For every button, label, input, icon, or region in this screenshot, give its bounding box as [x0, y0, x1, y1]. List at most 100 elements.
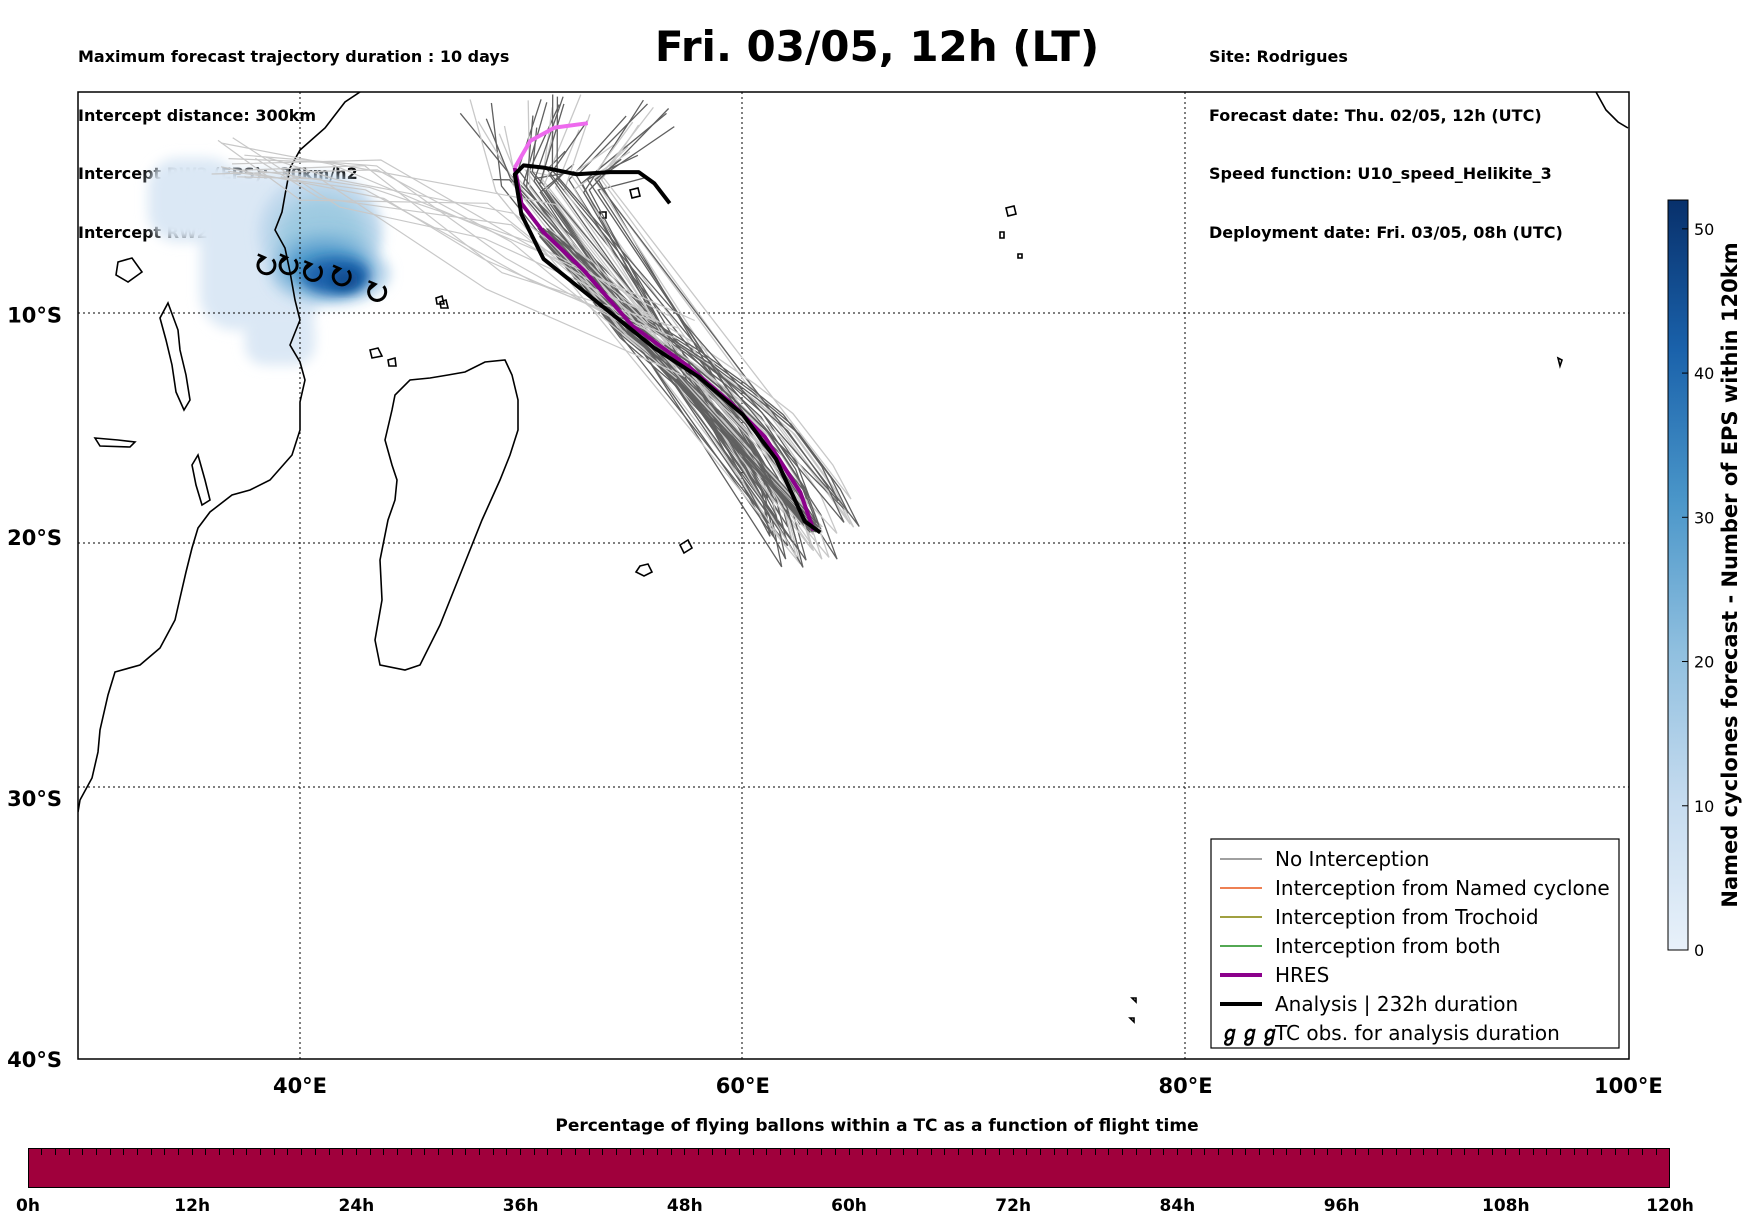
tc-obs-marker-1: [278, 253, 299, 276]
timebar-tick: [574, 1149, 576, 1155]
timebar-tick: [547, 1149, 549, 1155]
timebar-tick: [410, 1149, 412, 1155]
legend-label-5: Analysis | 232h duration: [1275, 992, 1518, 1016]
lon-tick-label-2: 80°E: [1159, 1074, 1213, 1098]
analysis-track: [512, 163, 822, 535]
timebar-tick: [1094, 1149, 1096, 1155]
timebar-tick: [1560, 1149, 1562, 1155]
hres-track-layer: [512, 121, 816, 531]
tc-obs-layer: [256, 253, 388, 302]
colorbar-title: Named cyclones forecast - Number of EPS …: [1718, 242, 1742, 907]
timebar-tick: [1122, 1149, 1124, 1155]
legend-tc-obs-icon: ℊℊℊ: [1220, 1021, 1280, 1046]
timebar-tick: [588, 1149, 590, 1155]
timebar-tick: [533, 1149, 535, 1155]
ensemble-track: [533, 96, 811, 532]
timebar-tick: [479, 1149, 481, 1155]
islands-east: [1128, 92, 1629, 1024]
timebar-label-1: 12h: [174, 1196, 211, 1216]
timebar-tick: [178, 1149, 180, 1155]
colorbar-tick-label-2: 20: [1694, 653, 1714, 672]
timebar-tick: [1505, 1149, 1507, 1155]
timebar-tick: [807, 1149, 809, 1155]
graticule: [78, 92, 1629, 1059]
timebar-tick: [1149, 1149, 1151, 1155]
colorbar-tick-label-4: 40: [1694, 364, 1714, 383]
ensemble-track: [241, 164, 679, 329]
timebar-tick: [1518, 1149, 1520, 1155]
timebar-tick: [1436, 1149, 1438, 1155]
timebar-tick: [109, 1149, 111, 1155]
lake-rukwa: [93, 437, 137, 448]
colorbar-gradient: [1667, 199, 1689, 951]
header-right: Site: Rodrigues Forecast date: Thu. 02/0…: [1209, 8, 1563, 262]
lake-victoria: [115, 257, 144, 283]
map-title: Fri. 03/05, 12h (LT): [654, 22, 1100, 71]
timebar-tick: [1204, 1149, 1206, 1155]
timebar-tick: [328, 1149, 330, 1155]
timebar-tick: [520, 1149, 522, 1155]
timebar-tick: [944, 1149, 946, 1155]
timebar-tick: [219, 1149, 221, 1155]
tc-obs-marker-0: [256, 253, 277, 276]
timebar-tick: [1163, 1149, 1165, 1155]
timebar-label-6: 72h: [995, 1196, 1032, 1216]
timebar-tick: [821, 1149, 823, 1155]
timebar-tick: [602, 1149, 604, 1155]
timebar-tick: [465, 1149, 467, 1155]
timebar-tick: [1368, 1149, 1370, 1155]
header-line-duration: Maximum forecast trajectory duration : 1…: [78, 47, 510, 66]
timebar-tick: [314, 1149, 316, 1155]
timebar-tick: [68, 1149, 70, 1155]
timebar-tick: [1300, 1149, 1302, 1155]
timebar-label-7: 84h: [1159, 1196, 1196, 1216]
timebar-tick: [985, 1149, 987, 1155]
colorbar-tick-label-0: 0: [1694, 941, 1704, 960]
legend-box: [1210, 838, 1620, 1049]
timebar-tick: [1286, 1149, 1288, 1155]
timebar-tick: [123, 1149, 125, 1155]
timebar-tick: [301, 1149, 303, 1155]
timebar-tick: [1327, 1149, 1329, 1155]
timebar-tick: [492, 1149, 494, 1155]
timebar-tick: [451, 1149, 453, 1155]
timebar-tick: [1272, 1149, 1274, 1155]
ensemble-track: [211, 169, 677, 380]
legend-label-6: TC obs. for analysis duration: [1274, 1021, 1560, 1045]
legend-label-3: Interception from both: [1275, 934, 1501, 958]
lat-tick-label-3: 40°S: [7, 1048, 62, 1072]
timebar-tick: [191, 1149, 193, 1155]
seychelles: [435, 294, 450, 309]
ensemble-track: [237, 176, 686, 378]
timebar-tick: [957, 1149, 959, 1155]
timebar-tick: [1546, 1149, 1548, 1155]
density-colorbar: 0 10 20 30 40 50 Named cyclones forecast - Nu…: [1667, 199, 1742, 960]
timebar-tick: [848, 1149, 850, 1155]
timebar-tick: [999, 1149, 1001, 1155]
timebar-tick: [1464, 1149, 1466, 1155]
colorbar-tick-label-1: 10: [1694, 797, 1714, 816]
map-frame: [77, 91, 1630, 1060]
header-line-forecast-date: Forecast date: Thu. 02/05, 12h (UTC): [1209, 105, 1542, 125]
coastlines: [78, 92, 1629, 1024]
timebar-tick: [232, 1149, 234, 1155]
timebar-tick: [1259, 1149, 1260, 1155]
timebar-tick: [1395, 1149, 1397, 1155]
reunion: [634, 563, 654, 577]
timebar-tick: [1601, 1149, 1603, 1155]
timebar-tick: [424, 1149, 426, 1155]
timebar-tick: [1628, 1149, 1630, 1155]
colorbar-tick-label-5: 50: [1694, 220, 1714, 239]
timebar-label-10: 120h: [1646, 1196, 1694, 1216]
africa-coast: [78, 92, 361, 813]
timebar-tick: [369, 1149, 371, 1155]
timebar-tick: [82, 1149, 84, 1155]
timebar-tick: [780, 1149, 782, 1155]
timebar-tick: [1313, 1149, 1315, 1155]
timebar-tick: [1655, 1149, 1657, 1155]
ensemble-track: [542, 150, 822, 530]
timebar-strip: [28, 1148, 1670, 1188]
timebar-tick: [1053, 1149, 1055, 1155]
madagascar-coast: [374, 359, 519, 671]
timebar-tick: [1026, 1149, 1028, 1155]
